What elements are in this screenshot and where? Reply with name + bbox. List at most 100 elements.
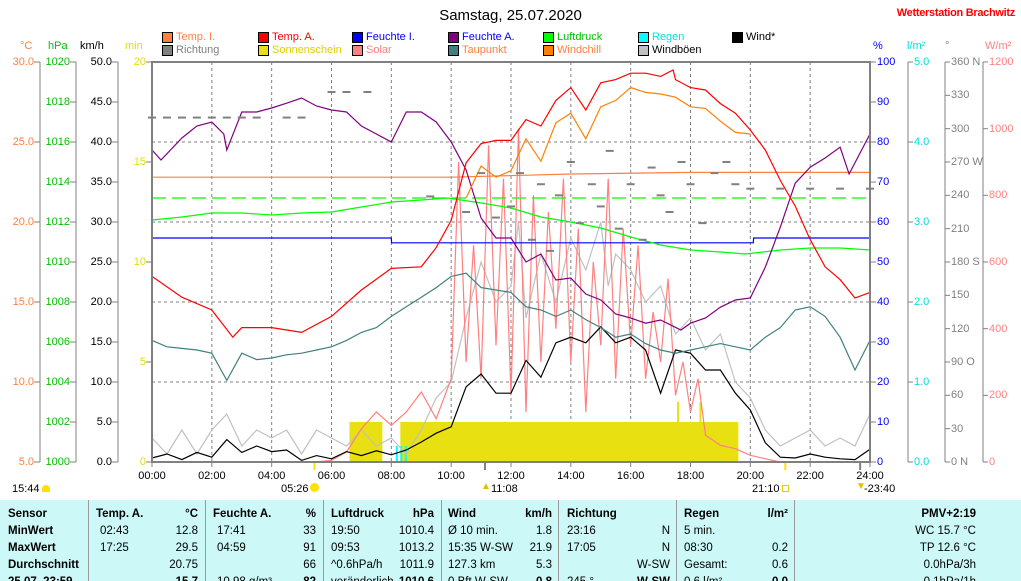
direction-mark: [297, 116, 306, 119]
header-pressure: Luftdruck: [331, 508, 385, 520]
table-cell-temp: 29.5: [175, 542, 198, 554]
sunset-time: 21:10: [752, 483, 780, 495]
table-cell-extra: TP 12.6 °C: [919, 542, 976, 554]
direction-mark: [527, 238, 536, 241]
col-direction: [558, 500, 677, 581]
axis-tick-label: 1000: [989, 122, 1014, 135]
table-cell-p: 1010.4: [398, 525, 434, 537]
col-rain: [676, 500, 795, 581]
x-tick-label: 24:00: [856, 470, 884, 482]
table-cell-dir-time: 17:05: [567, 542, 596, 554]
direction-mark: [806, 187, 815, 190]
table-cell-rain: 0.6: [772, 559, 788, 571]
x-tick-label: 18:00: [676, 470, 705, 482]
axis-tick-label: 80: [877, 136, 890, 148]
legend-label: Regen: [652, 31, 685, 43]
legend-label: Wind*: [746, 31, 776, 43]
axis-tick-label: 1004: [45, 376, 70, 388]
legend-item: Taupunkt: [448, 44, 507, 56]
legend-item: Regen: [638, 31, 684, 43]
legend-label: Windchill: [557, 44, 602, 56]
direction-mark: [342, 91, 351, 93]
moonset-icon: ▼: [856, 481, 866, 492]
axis-tick-label: 10: [133, 256, 146, 268]
series-feuchte-a: [151, 97, 871, 331]
table-cell-rain-l: Gesamt:: [684, 559, 728, 571]
table-cell-extra: -0.1hPa/1h: [840, 576, 976, 581]
table-cell-hum-time: 04:59: [217, 542, 246, 554]
axis-tick-label: 180 S: [951, 256, 980, 268]
axis-tick-label: 0: [139, 456, 146, 468]
axis-tick-label: 1020: [45, 56, 70, 68]
axis-tick-label: 1006: [45, 336, 70, 348]
legend-item: Temp. I.: [162, 31, 215, 43]
direction-mark: [587, 183, 596, 186]
axis-tick-label: 20.0: [12, 216, 34, 228]
axis-tick-label: 0.0: [96, 456, 112, 468]
axis-unit-rain: l/m²: [907, 40, 926, 52]
table-cell-rain-l: 0.6 l/m²: [684, 576, 722, 581]
axis-tick-label: 100: [877, 56, 896, 68]
direction-mark: [746, 187, 755, 190]
series-feuchte-i: [152, 237, 870, 244]
axis-tick-label: 4.0: [914, 136, 930, 148]
chart-title: Samstag, 25.07.2020: [439, 7, 582, 24]
table-cell-temp: 20.75: [169, 559, 198, 571]
rain-bar: [400, 446, 403, 462]
header-wind: Wind: [448, 508, 476, 520]
table-cell-temp: 12.8: [175, 525, 198, 537]
col-temp: [88, 500, 206, 581]
axis-tick-label: 1018: [45, 96, 70, 108]
header-sensor: Sensor: [8, 508, 47, 520]
axis-tick-label: 2.0: [914, 296, 930, 308]
table-cell-dir: W-SW: [560, 576, 670, 581]
sunrise-time: 05:26: [281, 483, 309, 495]
axis-unit-solar: W/m²: [985, 40, 1012, 52]
axis-tick-label: 1008: [45, 296, 70, 308]
direction-mark: [477, 172, 486, 175]
legend-swatch: [543, 31, 554, 43]
x-tick-label: 16:00: [616, 470, 645, 482]
direction-mark: [426, 195, 435, 198]
x-tick-label: 06:00: [317, 470, 346, 482]
table-cell-p-time: ^0.6hPa/h: [331, 559, 383, 571]
table-cell-temp: 15.7: [88, 576, 198, 581]
axis-tick-label: 5.0: [914, 56, 930, 68]
header-pressure-unit: hPa: [412, 508, 434, 520]
axis-tick-label: 60: [877, 216, 890, 228]
axis-tick-label: 30.0: [12, 56, 34, 68]
col-wind: [441, 500, 559, 581]
series-luftdruck: [151, 197, 871, 255]
legend-swatch: [543, 44, 554, 56]
direction-mark: [596, 205, 605, 208]
axis-tick-label: 60: [951, 389, 964, 402]
table-cell-wind: 21.9: [529, 542, 552, 554]
direction-mark: [192, 116, 201, 119]
axis-tick-label: 35.0: [90, 176, 112, 188]
axis-tick-label: 10.0: [12, 376, 34, 388]
direction-mark: [222, 116, 231, 119]
axis-tick-label: 270 W: [951, 156, 983, 168]
station-name: Wetterstation Brachwitz: [896, 7, 1016, 19]
table-cell-label: Durchschnitt: [8, 559, 79, 571]
sunshine-bar: [400, 422, 739, 462]
axis-tick-label: 5.0: [18, 456, 34, 468]
legend-swatch: [448, 44, 459, 56]
table-cell-label: 25.07. 23:59: [8, 576, 73, 581]
table-cell-hum-time: 17:41: [217, 525, 246, 537]
legend-item: Temp. A.: [258, 31, 315, 43]
x-tick-label: 04:00: [257, 470, 286, 482]
axis-tick-label: 25.0: [90, 256, 112, 268]
direction-mark: [605, 149, 614, 152]
table-cell-wind: 1.8: [536, 525, 552, 537]
direction-mark: [776, 187, 785, 190]
sunshine-peak: [677, 402, 680, 462]
axis-tick-label: 15.0: [90, 336, 112, 348]
moon-prev-time: 15:44: [12, 483, 40, 495]
legend-label: Solar: [366, 44, 392, 56]
direction-mark: [722, 161, 731, 163]
direction-mark: [638, 238, 647, 241]
legend-item: Solar: [352, 44, 392, 56]
axis-unit-humidity: %: [873, 40, 883, 52]
sunset-icon: [782, 485, 789, 492]
